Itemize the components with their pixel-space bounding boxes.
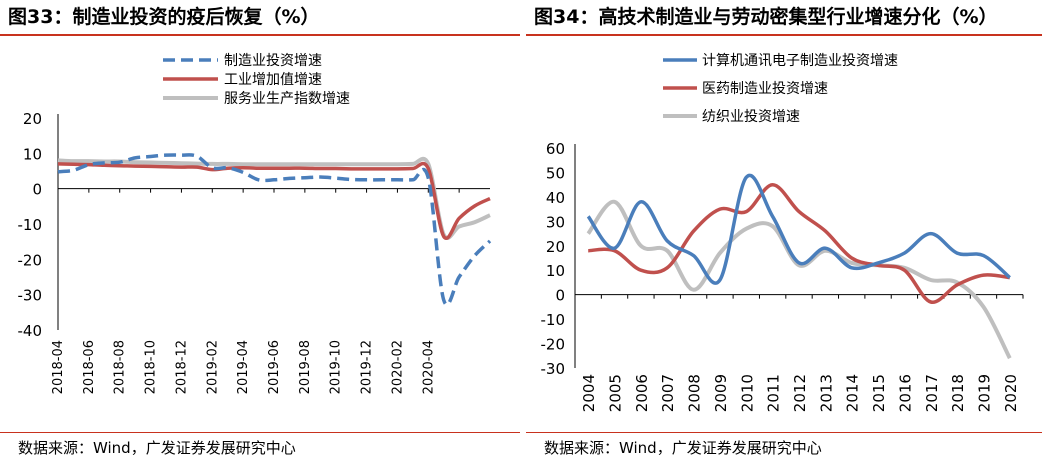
y-tick-label: 10 (23, 145, 42, 163)
x-tick-label: 2012 (791, 374, 809, 412)
x-tick-label: 2005 (607, 374, 625, 412)
x-tick-label: 2019-12 (360, 340, 375, 394)
x-tick-label: 2014 (844, 374, 862, 412)
y-tick-label: 40 (546, 189, 565, 207)
x-tick-label: 2017 (923, 374, 941, 412)
x-tick-label: 2011 (765, 374, 783, 412)
x-tick-label: 2019-06 (267, 340, 282, 394)
x-tick-label: 2018-08 (113, 340, 128, 394)
x-tick-label: 2019-02 (205, 340, 220, 394)
left-title-divider (0, 34, 520, 36)
series-line-1 (588, 182, 1011, 304)
y-tick-label: -30 (18, 287, 43, 305)
y-tick-label: 10 (546, 262, 565, 280)
x-tick-label: 2010 (738, 374, 756, 412)
right-chart-panel: 图34：高技术制造业与劳动密集型行业增速分化（%） 60 50 40 30 20 10 0-… (526, 0, 1044, 470)
legend-label: 医药制造业投资增速 (702, 81, 828, 97)
left-chart-title: 图33：制造业投资的疫后恢复（%） (8, 6, 320, 28)
y-tick-label: -20 (18, 251, 43, 269)
right-source-divider (526, 432, 1042, 433)
x-tick-label: 2019-04 (236, 340, 251, 394)
x-tick-label: 2004 (580, 374, 598, 412)
x-tick-label: 2020 (1002, 374, 1020, 412)
series-line-0 (586, 173, 1011, 285)
legend-label: 纺织业投资增速 (702, 109, 800, 125)
x-tick-label: 2019 (975, 374, 993, 412)
x-tick-label: 2009 (712, 374, 730, 412)
x-tick-label: 2018-12 (174, 340, 189, 394)
left-chart-source: 数据来源：Wind，广发证券发展研究中心 (18, 439, 296, 457)
manufacturing-investment-recovery-chart: 20 10 0 -10 -20 -30 -40 2018-04 2018-06 2018-08 20… (18, 53, 492, 394)
x-tick-label: 2008 (686, 374, 704, 412)
series-line-0 (57, 153, 492, 307)
x-tick-label: 2016 (896, 374, 914, 412)
right-chart-source: 数据来源：Wind，广发证券发展研究中心 (544, 439, 822, 457)
x-tick-label: 2018-10 (144, 340, 159, 394)
x-tick-label: 2019-10 (329, 340, 344, 394)
y-tick-label: 0 (32, 181, 42, 199)
x-tick-label: 2007 (659, 374, 677, 412)
x-tick-label: 2018-04 (51, 340, 66, 394)
y-tick-label: -30 (541, 360, 566, 378)
left-chart-panel: 图33：制造业投资的疫后恢复（%） 20 10 0 -10 -20 -30 -40 2018-… (0, 6, 520, 457)
x-tick-label: 2020-04 (421, 340, 436, 394)
legend-label: 制造业投资增速 (224, 53, 322, 69)
right-chart-title: 图34：高技术制造业与劳动密集型行业增速分化（%） (534, 6, 998, 28)
x-tick-label: 2006 (633, 374, 651, 412)
y-tick-label: 0 (555, 287, 565, 305)
x-tick-label: 2018-06 (82, 340, 97, 394)
y-tick-label: 20 (23, 110, 42, 128)
y-tick-label: -10 (18, 216, 43, 234)
legend-label: 服务业生产指数增速 (224, 91, 350, 107)
legend-label: 计算机通讯电子制造业投资增速 (702, 53, 898, 69)
y-tick-label: -10 (541, 311, 566, 329)
x-tick-label: 2018 (949, 374, 967, 412)
series-line-2 (586, 199, 1012, 360)
y-tick-label: 60 (546, 140, 565, 158)
y-tick-label: 50 (546, 164, 565, 182)
y-tick-label: 20 (546, 238, 565, 256)
series-line-1 (57, 161, 491, 240)
right-title-divider (526, 34, 1042, 36)
y-tick-label: -40 (18, 322, 43, 340)
left-source-divider (0, 432, 520, 433)
series-line-2 (57, 156, 491, 241)
x-tick-label: 2020-02 (390, 340, 405, 394)
legend-label: 工业增加值增速 (224, 72, 322, 88)
y-tick-label: 30 (546, 213, 565, 231)
x-tick-label: 2013 (817, 374, 835, 412)
x-tick-label: 2015 (870, 374, 888, 412)
x-tick-label: 2019-08 (298, 340, 313, 394)
y-tick-label: -20 (541, 336, 566, 354)
